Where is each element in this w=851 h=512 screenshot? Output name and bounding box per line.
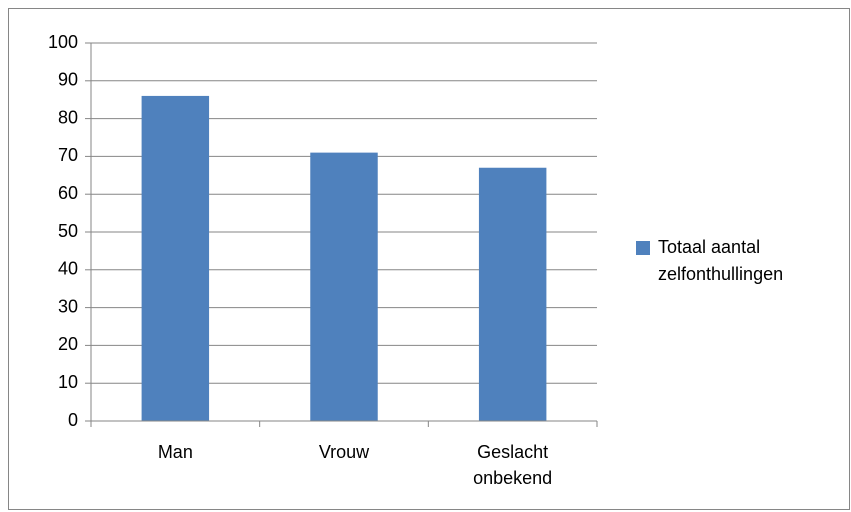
bar — [310, 152, 378, 421]
y-tick-label: 70 — [58, 145, 78, 165]
y-tick-label: 10 — [58, 372, 78, 392]
bar — [141, 95, 210, 422]
y-tick-label: 100 — [48, 32, 78, 52]
x-tick-label: Vrouw — [318, 442, 370, 462]
legend-swatch — [636, 241, 650, 255]
y-tick-label: 60 — [58, 183, 78, 203]
x-tick-label: Man — [157, 442, 193, 462]
bar — [478, 167, 547, 421]
y-tick-label: 20 — [58, 334, 78, 354]
y-tick-label: 0 — [68, 410, 78, 430]
y-tick-label: 40 — [58, 259, 78, 279]
y-tick-label: 80 — [58, 107, 78, 127]
y-tick-label: 90 — [58, 70, 78, 90]
y-tick-label: 30 — [58, 296, 78, 316]
y-tick-label: 50 — [58, 221, 78, 241]
legend-label: Totaal aantal zelfonthullingen — [658, 237, 784, 284]
x-tick-label: Geslacht onbekend — [473, 442, 553, 488]
